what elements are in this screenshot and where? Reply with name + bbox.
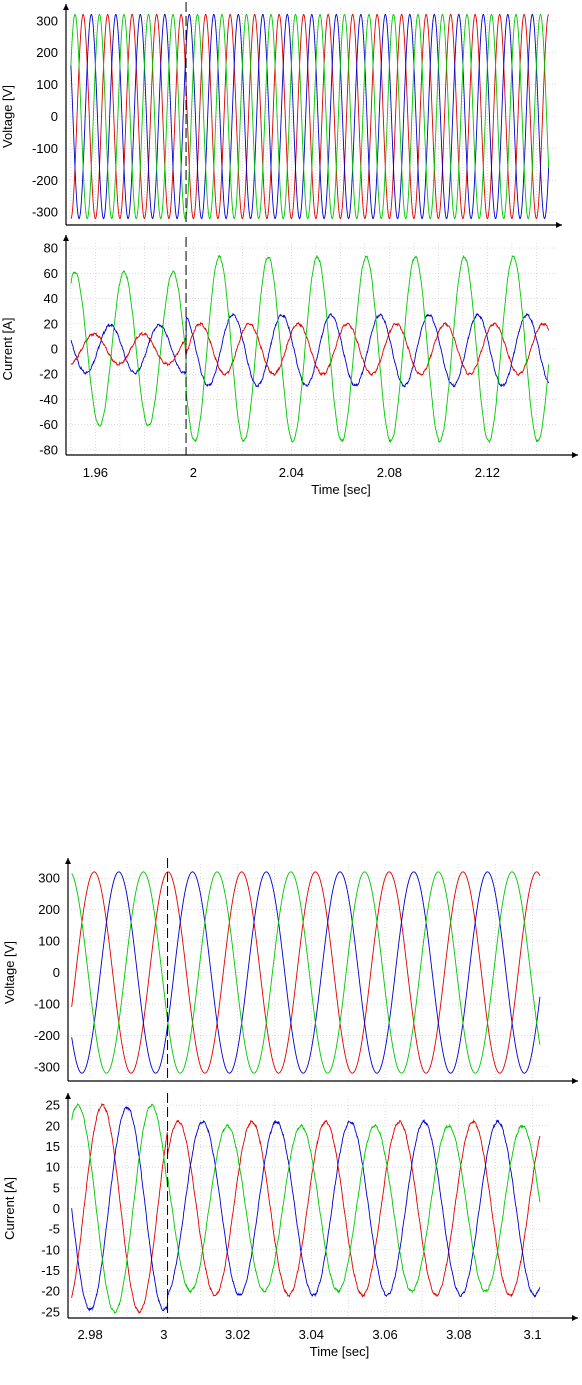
- y-tick-label: 100: [38, 934, 60, 949]
- series-line-1: [70, 13, 549, 220]
- x-axis-label: Time [sec]: [310, 1344, 369, 1359]
- y-tick-label: -20: [39, 367, 58, 382]
- series-line-3: [71, 871, 541, 1074]
- y-tick-label: -200: [32, 173, 58, 188]
- x-axis-arrow: [572, 452, 578, 458]
- series-line-2: [71, 871, 541, 1074]
- y-tick-label: 0: [51, 109, 58, 124]
- x-axis-arrow: [572, 1078, 578, 1084]
- y-tick-label: 60: [44, 266, 58, 281]
- y-tick-label: 300: [38, 871, 60, 886]
- y-tick-label: -100: [34, 996, 60, 1011]
- x-tick-label: 3: [160, 1327, 167, 1342]
- series-line-1: [71, 1102, 541, 1314]
- y-tick-label: -10: [41, 1242, 60, 1257]
- chart-1: 300 200 100 0 -100 -200 -300 Voltage [V]: [0, 2, 562, 228]
- y-tick-label: -25: [41, 1304, 60, 1319]
- y-tick-label: 300: [36, 13, 58, 28]
- y-tick-label: 0: [53, 965, 60, 980]
- series-line-1: [71, 871, 541, 1074]
- series-line-2: [70, 13, 550, 220]
- y-tick-label: -15: [41, 1263, 60, 1278]
- y-tick-label: -5: [48, 1222, 60, 1237]
- y-axis-arrow: [63, 235, 69, 241]
- x-tick-label: 3.06: [372, 1327, 397, 1342]
- series-line-3: [71, 1103, 541, 1314]
- y-tick-label: 0: [53, 1201, 60, 1216]
- y-tick-label: 20: [46, 1118, 60, 1133]
- x-axis-label: Time [sec]: [311, 482, 370, 497]
- y-tick-label: -20: [41, 1284, 60, 1299]
- series-line-3: [70, 254, 550, 444]
- chart-3: 300 200 100 0 -100 -200 -300 Voltage [V]: [2, 858, 578, 1084]
- y-tick-label: -100: [32, 141, 58, 156]
- y-axis-arrow: [63, 4, 69, 10]
- x-tick-label: 2.08: [377, 465, 402, 480]
- y-tick-label: 10: [46, 1160, 60, 1175]
- series-line-2: [71, 1106, 541, 1312]
- y-tick-label: 100: [36, 77, 58, 92]
- series-line-2: [70, 321, 550, 377]
- y-tick-label: 25: [46, 1098, 60, 1113]
- y-tick-label: -200: [34, 1028, 60, 1043]
- y-axis-label: Current [A]: [2, 1177, 17, 1240]
- y-axis-arrow: [65, 858, 71, 864]
- y-tick-label: -300: [34, 1059, 60, 1074]
- y-tick-label: -40: [39, 392, 58, 407]
- chart-2: 80 60 40 20 0 -20 -40 -60 -80 1.96 2 2.04 2.08 2.12 Cu…: [0, 235, 578, 497]
- x-tick-label: 3.02: [225, 1327, 250, 1342]
- y-tick-label: -80: [39, 442, 58, 457]
- x-tick-label: 2.12: [475, 465, 500, 480]
- x-tick-label: 3.1: [524, 1327, 542, 1342]
- y-axis-arrow: [65, 1093, 71, 1099]
- x-tick-label: 2: [190, 465, 197, 480]
- y-tick-label: 200: [38, 902, 60, 917]
- y-axis-label: Voltage [V]: [0, 85, 15, 148]
- y-tick-label: 15: [46, 1139, 60, 1154]
- x-tick-label: 1.96: [83, 465, 108, 480]
- x-tick-label: 3.04: [299, 1327, 324, 1342]
- series-line-3: [70, 13, 550, 220]
- y-axis-label: Current [A]: [0, 318, 15, 381]
- chart-4: 25 20 15 10 5 0 -5 -10 -15 -20 -25 2.98 3 3.02 3.04 3.0…: [2, 1093, 578, 1359]
- x-tick-label: 3.08: [446, 1327, 471, 1342]
- y-tick-label: 5: [53, 1180, 60, 1195]
- y-tick-label: 80: [44, 241, 58, 256]
- y-tick-label: 200: [36, 45, 58, 60]
- x-tick-label: 2.04: [279, 465, 304, 480]
- y-tick-label: -300: [32, 205, 58, 220]
- x-axis-arrow: [572, 1315, 578, 1321]
- y-tick-label: 20: [44, 316, 58, 331]
- y-tick-label: -60: [39, 417, 58, 432]
- x-tick-label: 2.98: [77, 1327, 102, 1342]
- y-tick-label: 0: [51, 342, 58, 357]
- y-tick-label: 40: [44, 291, 58, 306]
- y-axis-label: Voltage [V]: [2, 941, 17, 1004]
- x-axis-arrow: [556, 222, 562, 228]
